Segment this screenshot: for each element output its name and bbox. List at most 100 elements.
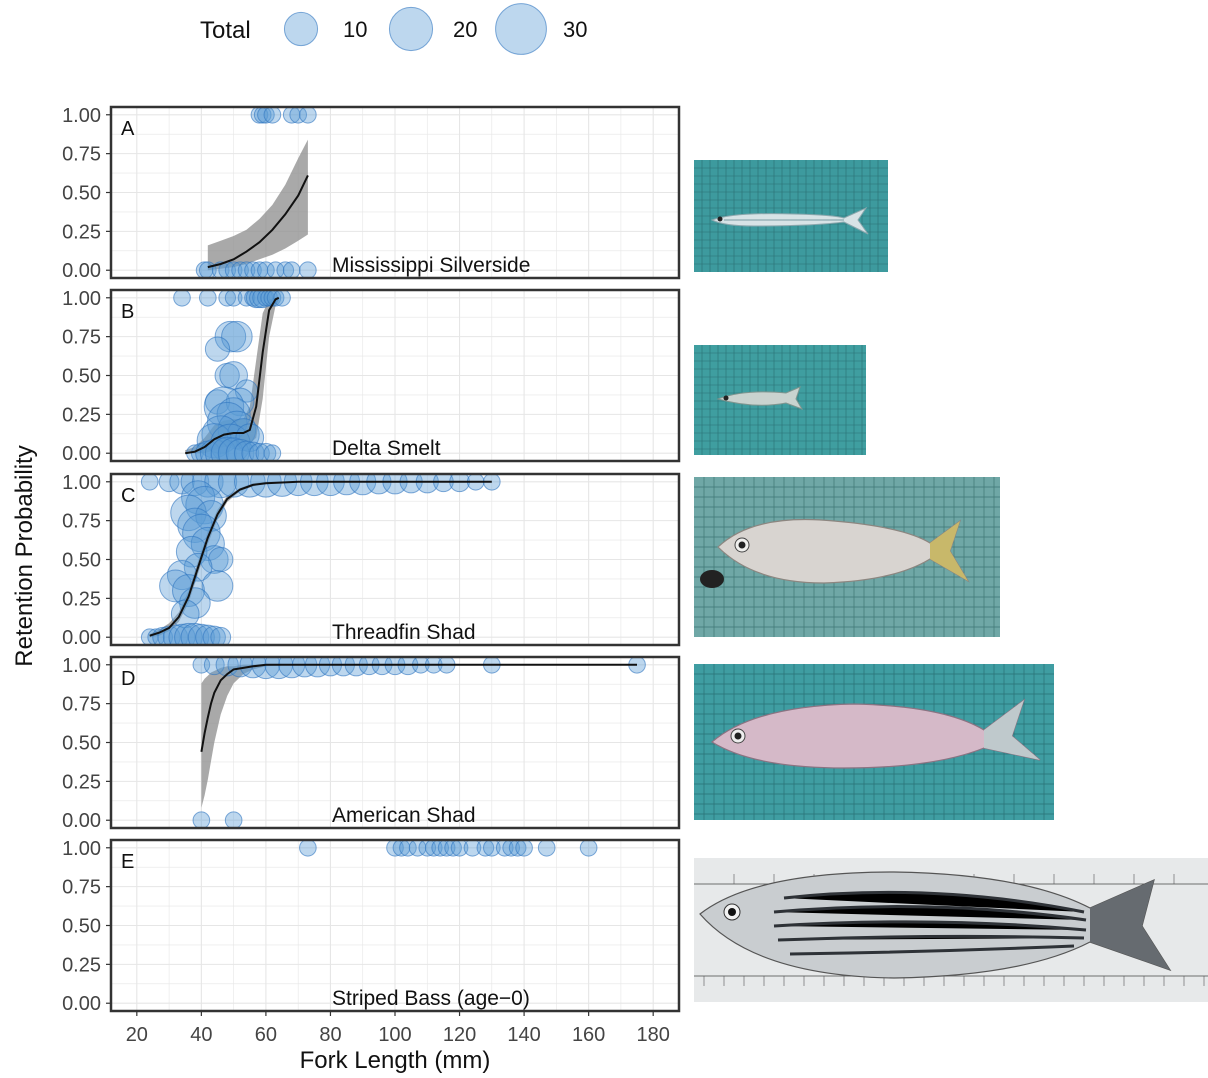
plot-area	[173, 290, 291, 461]
y-tick-label: 0.50	[62, 550, 101, 572]
data-point	[263, 107, 282, 124]
data-point	[218, 290, 236, 307]
data-point	[190, 526, 225, 562]
panel-letter: A	[121, 118, 135, 140]
y-tick-label: 0.75	[62, 511, 101, 533]
data-point	[173, 290, 191, 307]
data-point	[418, 840, 437, 857]
data-point	[495, 840, 514, 857]
data-points	[192, 657, 646, 828]
data-points	[195, 107, 317, 278]
data-point	[224, 261, 243, 278]
y-tick-label: 0.50	[62, 916, 101, 938]
panel-letter: D	[121, 668, 135, 690]
data-point	[214, 320, 247, 353]
data-point	[140, 474, 159, 491]
fit-line	[185, 296, 280, 455]
data-point	[224, 811, 243, 828]
data-point	[437, 840, 456, 857]
data-point	[299, 840, 317, 857]
data-point	[175, 535, 208, 568]
data-point	[424, 840, 443, 857]
data-point	[231, 261, 249, 278]
data-point	[199, 290, 217, 307]
data-point	[282, 261, 301, 278]
legend-label-30: 30	[563, 17, 587, 42]
y-tick-label: 0.75	[62, 327, 101, 349]
y-tick-label: 1.00	[62, 655, 101, 677]
data-point	[257, 107, 275, 124]
y-tick-label: 0.00	[62, 627, 101, 649]
data-point	[217, 474, 250, 498]
y-tick-label: 0.50	[62, 366, 101, 388]
species-label: Striped Bass (age−0)	[332, 987, 530, 1010]
y-tick-label: 0.25	[62, 954, 101, 976]
legend-label-20: 20	[453, 17, 477, 42]
data-point	[225, 438, 255, 461]
data-point	[237, 261, 256, 278]
y-axis-label: Retention Probability	[11, 445, 38, 666]
panel-e: E Striped Bass (age−0) 0.00 0.25 0.50 0.75 1.0…	[62, 838, 681, 1046]
data-point	[202, 625, 226, 645]
plot-area	[195, 107, 317, 278]
data-point	[204, 437, 237, 461]
data-points	[173, 290, 291, 461]
panel-letter: C	[121, 485, 135, 507]
x-tick-label: 80	[319, 1024, 341, 1046]
data-point	[537, 840, 556, 857]
y-tick-label: 0.50	[62, 733, 101, 755]
striped-bass-photo	[694, 858, 1208, 1002]
x-tick-label: 100	[378, 1024, 411, 1046]
data-point	[502, 840, 520, 857]
confidence-ribbon	[207, 139, 308, 271]
data-point	[158, 474, 180, 493]
size-legend: Total 10 20 30	[200, 3, 587, 55]
data-point	[273, 290, 291, 307]
data-point	[208, 546, 234, 573]
data-point	[255, 442, 277, 461]
legend-label-10: 10	[343, 17, 367, 42]
y-tick-label: 0.00	[62, 810, 101, 832]
data-point	[204, 336, 231, 362]
data-point	[180, 622, 210, 645]
data-point	[210, 626, 232, 645]
x-axis-label: Fork Length (mm)	[300, 1047, 491, 1074]
grid	[111, 474, 679, 645]
data-point	[192, 811, 211, 828]
data-point	[152, 626, 174, 645]
data-point	[266, 290, 285, 307]
fit-line	[149, 480, 492, 637]
data-point	[431, 840, 449, 857]
legend-key-10	[283, 11, 319, 47]
fit-line	[200, 663, 637, 752]
data-point	[444, 840, 462, 857]
fit-line	[207, 174, 309, 269]
x-tick-label: 20	[126, 1024, 148, 1046]
y-tick-label: 1.00	[62, 105, 101, 127]
data-point	[399, 840, 417, 857]
panel-letter: E	[121, 851, 134, 873]
data-point	[508, 840, 527, 857]
data-point	[450, 840, 469, 857]
x-tick-label: 60	[255, 1024, 277, 1046]
data-point	[203, 657, 225, 676]
panels: A Mississippi Silverside 0.00 0.25 0.50 0.75 1…	[62, 105, 681, 1046]
data-point	[515, 840, 533, 857]
y-tick-label: 0.50	[62, 183, 101, 205]
panel-letter: B	[121, 301, 134, 323]
x-tick-label: 120	[443, 1024, 476, 1046]
confidence-ribbon	[185, 297, 279, 454]
grid	[111, 840, 679, 1011]
data-point	[483, 840, 501, 857]
plot-area	[299, 840, 598, 857]
data-point	[299, 261, 317, 278]
threadfin-shad-photo	[694, 477, 1000, 637]
silverside-photo	[694, 160, 888, 272]
y-tick-label: 0.25	[62, 404, 101, 426]
delta-smelt-photo	[694, 345, 866, 455]
data-point	[221, 320, 253, 353]
y-tick-label: 0.00	[62, 260, 101, 282]
data-point	[289, 107, 307, 124]
data-point	[476, 840, 495, 857]
